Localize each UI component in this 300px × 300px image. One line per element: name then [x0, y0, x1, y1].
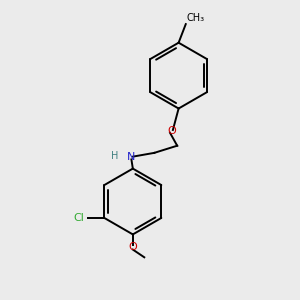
Text: N: N [127, 152, 136, 162]
Text: O: O [128, 242, 137, 252]
Text: H: H [110, 151, 118, 161]
Text: CH₃: CH₃ [186, 13, 205, 23]
Text: Cl: Cl [74, 213, 84, 223]
Text: O: O [167, 126, 176, 136]
